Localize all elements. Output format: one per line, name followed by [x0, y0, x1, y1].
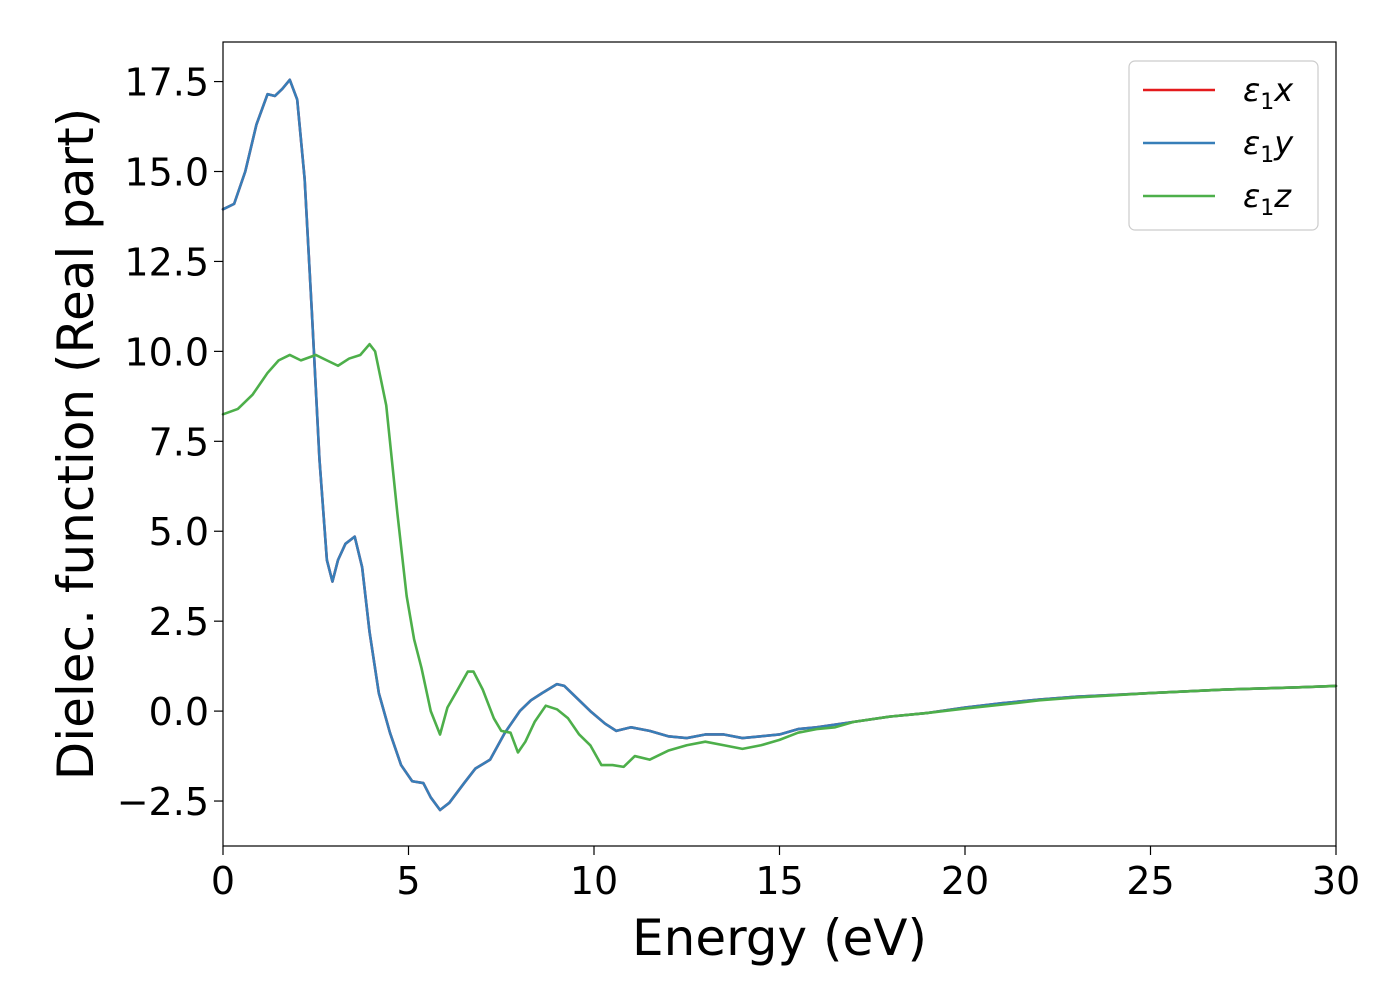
y-tick-label: 12.5 [124, 240, 209, 284]
y-tick-label: 7.5 [149, 420, 209, 464]
legend-entry: ε1x [1243, 71, 1294, 115]
x-tick-label: 10 [570, 859, 618, 903]
y-tick-label: 15.0 [124, 151, 209, 195]
x-tick-label: 30 [1312, 859, 1360, 903]
x-tick-label: 25 [1126, 859, 1174, 903]
y-tick-label: −2.5 [117, 780, 209, 824]
y-tick-label: 17.5 [124, 61, 209, 105]
legend-box [1128, 60, 1319, 231]
legend-subscript: 1 [1260, 90, 1274, 115]
series-layer [221, 78, 1338, 812]
legend-subscript: 1 [1260, 143, 1274, 168]
series-line-2 [221, 342, 1338, 769]
legend-component: y [1273, 124, 1294, 162]
x-axis: 0 5 10 15 20 25 30 [211, 846, 1360, 903]
y-axis: −2.5 0.0 2.5 5.0 7.5 10.0 12.5 15.0 17.5 [117, 61, 223, 824]
legend-component: z [1273, 177, 1292, 215]
legend-symbol: ε [1243, 177, 1260, 215]
x-tick-label: 0 [211, 859, 235, 903]
x-tick-label: 15 [755, 859, 803, 903]
legend-symbol: ε [1243, 124, 1260, 162]
x-tick-label: 5 [396, 859, 420, 903]
legend-entry: ε1z [1243, 177, 1292, 221]
legend-entry: ε1y [1243, 124, 1294, 168]
y-tick-label: 0.0 [149, 690, 209, 734]
legend-symbol: ε [1243, 71, 1260, 109]
legend-component: x [1273, 71, 1294, 109]
y-axis-label: Dielec. function (Real part) [47, 108, 105, 780]
y-tick-label: 2.5 [149, 600, 209, 644]
x-tick-label: 20 [941, 859, 989, 903]
x-axis-label: Energy (eV) [632, 909, 927, 967]
legend-subscript: 1 [1260, 196, 1274, 221]
y-tick-label: 5.0 [149, 510, 209, 554]
y-tick-label: 10.0 [124, 330, 209, 374]
